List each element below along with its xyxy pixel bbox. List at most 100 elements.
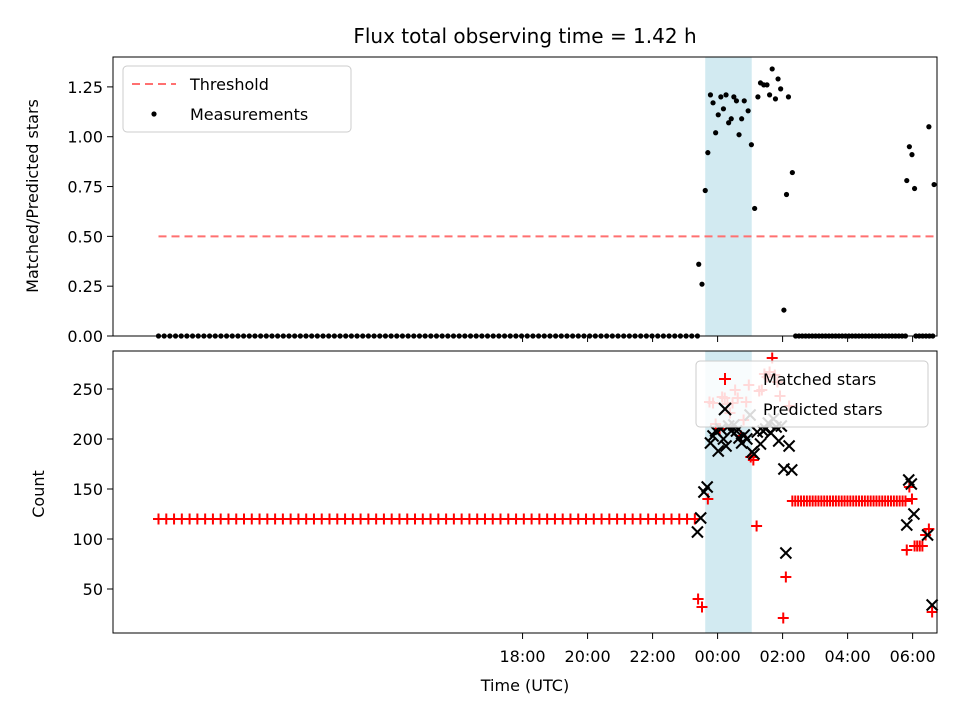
measurement-point (926, 124, 932, 130)
bottom-y-tick-label: 150 (72, 480, 103, 499)
top-y-tick-label: 0.00 (67, 327, 103, 346)
measurement-point (783, 191, 790, 198)
legend-matched-swatch (719, 373, 731, 385)
top-legend: Threshold Measurements (122, 65, 352, 133)
bottom-y-axis-label: Count (29, 470, 48, 518)
matched-star-point (916, 540, 928, 552)
measurement-point (736, 132, 742, 138)
measurement-point (781, 307, 787, 313)
predicted-star-point (719, 439, 733, 453)
matched-star-point (899, 495, 911, 507)
measurement-point (705, 150, 711, 156)
predicted-star-point (691, 525, 704, 539)
predicted-star-point (785, 463, 798, 477)
top-y-tick-label: 1.25 (67, 78, 103, 97)
measurement-point (772, 96, 779, 102)
bottom-y-tick-label: 100 (72, 530, 103, 549)
measurement-point (745, 108, 751, 114)
measurement-point (748, 142, 754, 148)
matched-star-point (920, 529, 932, 541)
top-y-axis: 0.00 0.25 0.50 0.75 1.00 1.25 (67, 78, 113, 346)
matched-star-point (747, 454, 759, 466)
predicted-star-point (907, 507, 921, 521)
bottom-panel: 50 100 150 200 250 18:00 20:00 22:00 00:00 02:00… (29, 350, 939, 695)
matched-star-point (780, 571, 792, 583)
measurement-point (728, 116, 734, 122)
bottom-y-tick-label: 50 (83, 580, 103, 599)
predicted-star-point (700, 480, 714, 494)
measurement-point (723, 92, 729, 98)
measurement-point (707, 92, 714, 98)
x-tick-label: 00:00 (695, 647, 741, 666)
matched-star-point (901, 544, 913, 556)
matched-star-point (751, 520, 763, 532)
legend-threshold-label: Threshold (189, 75, 269, 94)
predicted-star-point (905, 477, 918, 491)
predicted-star-point (921, 528, 934, 542)
measurement-point (696, 261, 702, 267)
top-x-ticks (522, 336, 914, 342)
legend-measurements-swatch (151, 111, 157, 117)
top-panel: 0.00 0.25 0.50 0.75 1.00 1.25 Matched/Predict… (23, 56, 938, 346)
bottom-x-axis: 18:00 20:00 22:00 00:00 02:00 04:00 06:00 (500, 633, 936, 666)
bottom-plot-frame (112, 350, 938, 634)
x-tick-label: 04:00 (825, 647, 871, 666)
x-axis-label: Time (UTC) (480, 676, 569, 695)
measurement-point (741, 98, 747, 104)
measurement-point (702, 187, 708, 194)
measurement-point (904, 177, 910, 184)
measurement-point (731, 94, 737, 100)
measurement-point (909, 152, 915, 158)
bottom-y-tick-label: 250 (72, 380, 103, 399)
x-tick-label: 22:00 (630, 647, 676, 666)
measurement-point (726, 120, 732, 126)
top-y-tick-label: 0.75 (67, 178, 103, 197)
x-tick-label: 20:00 (565, 647, 611, 666)
measurement-point (699, 281, 705, 287)
bottom-y-axis: 50 100 150 200 250 (72, 380, 113, 599)
x-tick-label: 06:00 (890, 647, 936, 666)
x-tick-label: 02:00 (760, 647, 806, 666)
measurement-point (752, 205, 758, 212)
measurement-point (931, 181, 937, 188)
measurement-point (755, 94, 761, 100)
predicted-star-point (925, 598, 939, 612)
measurement-point (710, 100, 716, 106)
bottom-legend-box (695, 360, 929, 428)
measurement-point (785, 94, 792, 100)
predicted-star-point (779, 546, 793, 560)
predicted-star-point (694, 511, 707, 525)
top-plot-frame (112, 56, 938, 337)
x-tick-label: 18:00 (500, 647, 546, 666)
measurement-point (720, 106, 727, 112)
legend-predicted-swatch (718, 402, 732, 416)
measurement-point (715, 112, 721, 118)
top-y-tick-label: 1.00 (67, 128, 103, 147)
matched-star-point (696, 601, 708, 613)
predicted-star-point (747, 447, 761, 461)
top-y-tick-label: 0.25 (67, 277, 103, 296)
matched-star-point (777, 612, 789, 624)
bottom-y-tick-label: 200 (72, 430, 103, 449)
legend-measurements-label: Measurements (190, 105, 308, 124)
measurement-point (906, 144, 912, 150)
matched-star-point (926, 606, 938, 618)
measurement-point (739, 116, 745, 122)
legend-predicted-label: Predicted stars (763, 400, 883, 419)
measurement-point (789, 169, 795, 176)
matched-star-point (906, 493, 918, 505)
predicted-star-point (712, 444, 725, 458)
chart-title: Flux total observing time = 1.42 h (353, 24, 696, 48)
legend-matched-label: Matched stars (763, 370, 876, 389)
top-y-axis-label: Matched/Predicted stars (23, 99, 42, 293)
measurement-point (764, 82, 770, 88)
predicted-star-point (782, 439, 796, 453)
top-legend-box (122, 65, 352, 133)
measurement-point (778, 86, 784, 92)
measurement-point (766, 92, 773, 98)
predicted-star-point (900, 518, 913, 532)
predicted-star-point (754, 437, 767, 451)
measurement-point (769, 66, 775, 72)
measurement-point (733, 98, 740, 104)
